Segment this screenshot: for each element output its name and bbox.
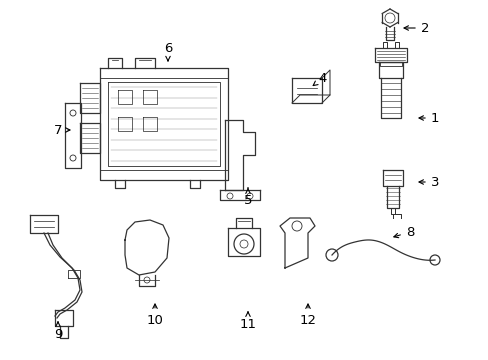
Text: 1: 1 [418, 112, 438, 125]
Text: 3: 3 [418, 175, 438, 189]
Text: 9: 9 [54, 322, 62, 342]
Text: 7: 7 [54, 123, 70, 136]
Text: 6: 6 [163, 41, 172, 61]
Text: 4: 4 [312, 72, 326, 86]
Text: 11: 11 [239, 312, 256, 332]
Text: 8: 8 [393, 225, 413, 238]
Text: 2: 2 [403, 22, 428, 35]
Text: 5: 5 [243, 188, 252, 207]
Text: 12: 12 [299, 304, 316, 327]
Text: 10: 10 [146, 304, 163, 327]
